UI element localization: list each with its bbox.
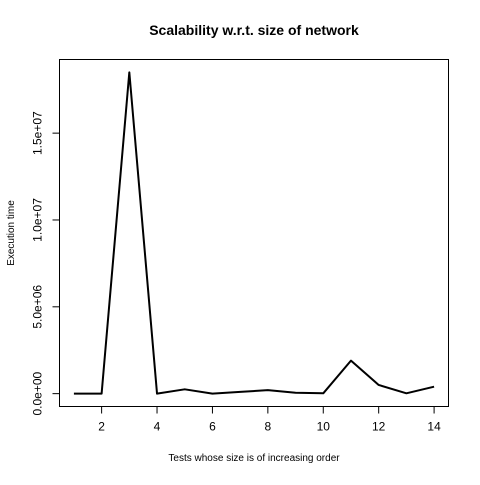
- x-tick-label: 14: [427, 420, 441, 434]
- x-tick-label: 8: [265, 420, 272, 434]
- y-tick-label: 1.5e+07: [31, 111, 45, 155]
- x-tick-label: 2: [98, 420, 105, 434]
- chart-title: Scalability w.r.t. size of network: [149, 22, 359, 38]
- y-tick-label: 5.0e+06: [31, 285, 45, 329]
- x-tick-label: 12: [372, 420, 386, 434]
- y-tick-label: 0.0e+00: [31, 371, 45, 415]
- x-tick-label: 10: [317, 420, 331, 434]
- x-tick-label: 4: [154, 420, 161, 434]
- x-axis-label: Tests whose size is of increasing order: [168, 453, 340, 464]
- y-tick-label: 1.0e+07: [31, 198, 45, 242]
- y-axis-label: Execution time: [6, 200, 17, 266]
- x-tick-label: 6: [209, 420, 216, 434]
